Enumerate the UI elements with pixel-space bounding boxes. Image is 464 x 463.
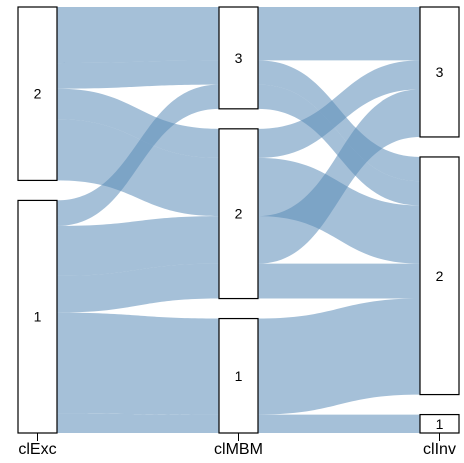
node-clInv-3 (419, 6, 460, 138)
node-clInv-2 (419, 156, 460, 396)
flow-1-2-3 (18, 89, 459, 276)
node-label-clExc-1: 1 (34, 309, 42, 325)
node-clExc-2 (17, 6, 58, 182)
flow-1-3-2 (18, 84, 459, 226)
node-label-clInv-1: 1 (436, 416, 444, 432)
node-clMBM-3 (218, 6, 259, 110)
node-label-clInv-3: 3 (436, 64, 444, 80)
node-label-clInv-2: 2 (436, 268, 444, 284)
node-label-clMBM-3: 3 (235, 50, 243, 66)
node-label-clMBM-2: 2 (235, 206, 243, 222)
nodes-layer: 2 1 3 2 1 3 2 1 (17, 6, 460, 434)
axis-label-clMBM: clMBM (214, 441, 263, 458)
node-label-clMBM-1: 1 (235, 368, 243, 384)
axis-layer: clExc clMBM clInv (18, 433, 456, 458)
flow-2-2-3 (18, 60, 459, 158)
axis-label-clExc: clExc (18, 441, 56, 458)
axis-label-clInv: clInv (423, 441, 456, 458)
node-clExc-1 (17, 199, 58, 434)
node-clMBM-2 (218, 128, 259, 300)
node-clMBM-1 (218, 317, 259, 434)
node-label-clExc-2: 2 (34, 86, 42, 102)
